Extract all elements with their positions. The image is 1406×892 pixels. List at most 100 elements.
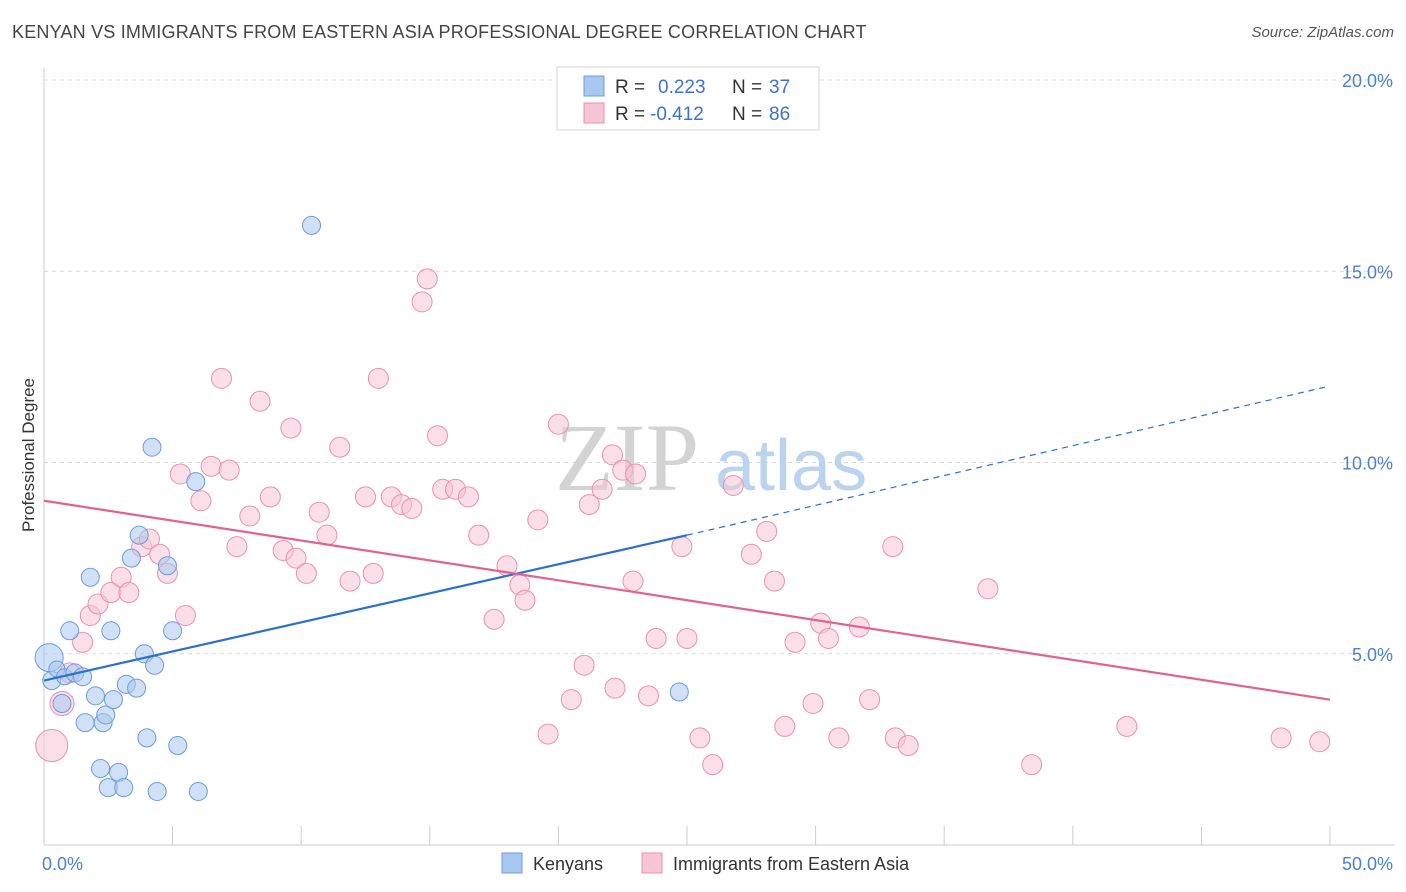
data-point bbox=[859, 689, 881, 711]
legend-n-label-2: N = bbox=[732, 104, 762, 125]
data-point bbox=[722, 474, 744, 496]
data-point bbox=[676, 627, 698, 649]
data-point bbox=[96, 705, 116, 725]
data-point bbox=[174, 605, 196, 626]
data-point bbox=[301, 215, 321, 235]
data-point bbox=[362, 562, 384, 584]
data-point bbox=[882, 536, 904, 558]
y-tick-label: 5.0% bbox=[1352, 645, 1393, 665]
data-point bbox=[200, 455, 222, 477]
data-point bbox=[897, 735, 919, 757]
data-point bbox=[427, 425, 449, 447]
data-point bbox=[411, 291, 433, 313]
bottom-legend: Kenyans Immigrants from Eastern Asia bbox=[501, 852, 910, 874]
data-point bbox=[190, 490, 212, 512]
data-point bbox=[601, 444, 623, 466]
data-point bbox=[468, 524, 490, 546]
data-point bbox=[91, 759, 111, 778]
y-axis-label: Professional Degree bbox=[19, 378, 38, 532]
data-point bbox=[60, 621, 80, 641]
data-point bbox=[218, 459, 240, 481]
data-point bbox=[186, 472, 206, 492]
watermark-zip: ZIP bbox=[555, 404, 699, 511]
data-point bbox=[817, 627, 839, 649]
data-point bbox=[560, 689, 582, 711]
trend-line-kenyans bbox=[43, 534, 688, 682]
data-point bbox=[671, 536, 693, 558]
data-point bbox=[329, 436, 351, 458]
data-point bbox=[1021, 754, 1043, 776]
data-point bbox=[80, 567, 100, 587]
data-point bbox=[239, 505, 261, 527]
data-point bbox=[774, 715, 796, 737]
data-point bbox=[163, 621, 183, 641]
watermark: ZIP atlas bbox=[555, 404, 867, 511]
data-point bbox=[355, 486, 376, 508]
data-point bbox=[145, 655, 165, 675]
data-point bbox=[129, 525, 149, 545]
legend-n-value-2: 86 bbox=[769, 104, 790, 125]
data-point bbox=[591, 478, 613, 500]
legend-box: R = 0.223 N = 37 R = -0.412 N = 86 bbox=[556, 66, 820, 131]
data-point bbox=[142, 437, 162, 457]
data-point bbox=[784, 631, 806, 653]
x-tick-label: 50.0% bbox=[1342, 854, 1393, 874]
data-point bbox=[637, 685, 659, 707]
data-point bbox=[339, 570, 361, 592]
data-point bbox=[689, 727, 711, 749]
data-point bbox=[1270, 727, 1292, 749]
data-point bbox=[573, 654, 595, 676]
bottom-legend-eastern-asia: Immigrants from Eastern Asia bbox=[673, 854, 910, 874]
data-point bbox=[35, 729, 69, 763]
data-point bbox=[1309, 731, 1331, 753]
data-point bbox=[483, 608, 505, 630]
data-point bbox=[103, 690, 123, 710]
data-point bbox=[295, 562, 317, 584]
data-point bbox=[285, 547, 307, 569]
bottom-legend-kenyans: Kenyans bbox=[533, 854, 603, 874]
data-point bbox=[702, 754, 724, 776]
data-point bbox=[537, 723, 559, 745]
y-tick-label: 10.0% bbox=[1342, 454, 1393, 474]
data-point bbox=[52, 693, 72, 713]
data-point bbox=[828, 727, 850, 749]
data-point bbox=[157, 556, 177, 576]
data-point bbox=[547, 413, 569, 435]
axes bbox=[43, 68, 1395, 846]
data-point bbox=[756, 520, 778, 542]
data-point bbox=[401, 497, 423, 519]
data-point bbox=[210, 367, 232, 389]
data-point bbox=[127, 678, 147, 698]
y-tick-label: 15.0% bbox=[1342, 262, 1393, 282]
data-point bbox=[168, 736, 188, 756]
data-point bbox=[625, 463, 647, 485]
source-label: Source: ZipAtlas.com bbox=[1251, 24, 1394, 41]
data-point bbox=[604, 677, 626, 699]
data-point bbox=[137, 728, 157, 748]
data-point bbox=[188, 781, 208, 801]
data-point bbox=[622, 570, 644, 592]
data-point bbox=[147, 781, 167, 801]
tick-labels: 5.0% 10.0% 15.0% 20.0% 0.0% 50.0% bbox=[42, 71, 1393, 874]
data-point bbox=[75, 713, 95, 733]
data-point bbox=[527, 509, 549, 531]
data-point bbox=[669, 682, 689, 702]
legend-r-label-1: R = bbox=[615, 77, 645, 98]
data-point bbox=[308, 501, 330, 523]
data-point bbox=[259, 486, 281, 508]
data-point bbox=[114, 778, 134, 798]
data-point bbox=[316, 524, 338, 546]
data-point bbox=[977, 578, 999, 600]
data-point bbox=[457, 486, 479, 508]
trend-line-kenyans-extension bbox=[686, 385, 1331, 536]
bottom-legend-swatch-eastern-asia bbox=[641, 852, 663, 874]
legend-swatch-eastern-asia bbox=[583, 102, 605, 124]
data-point bbox=[645, 627, 667, 649]
data-point bbox=[802, 692, 824, 714]
data-point bbox=[249, 390, 271, 412]
chart-title: KENYAN VS IMMIGRANTS FROM EASTERN ASIA P… bbox=[12, 22, 867, 42]
data-point bbox=[514, 589, 536, 611]
data-point bbox=[578, 494, 600, 516]
legend-r-value-2: -0.412 bbox=[650, 104, 704, 125]
